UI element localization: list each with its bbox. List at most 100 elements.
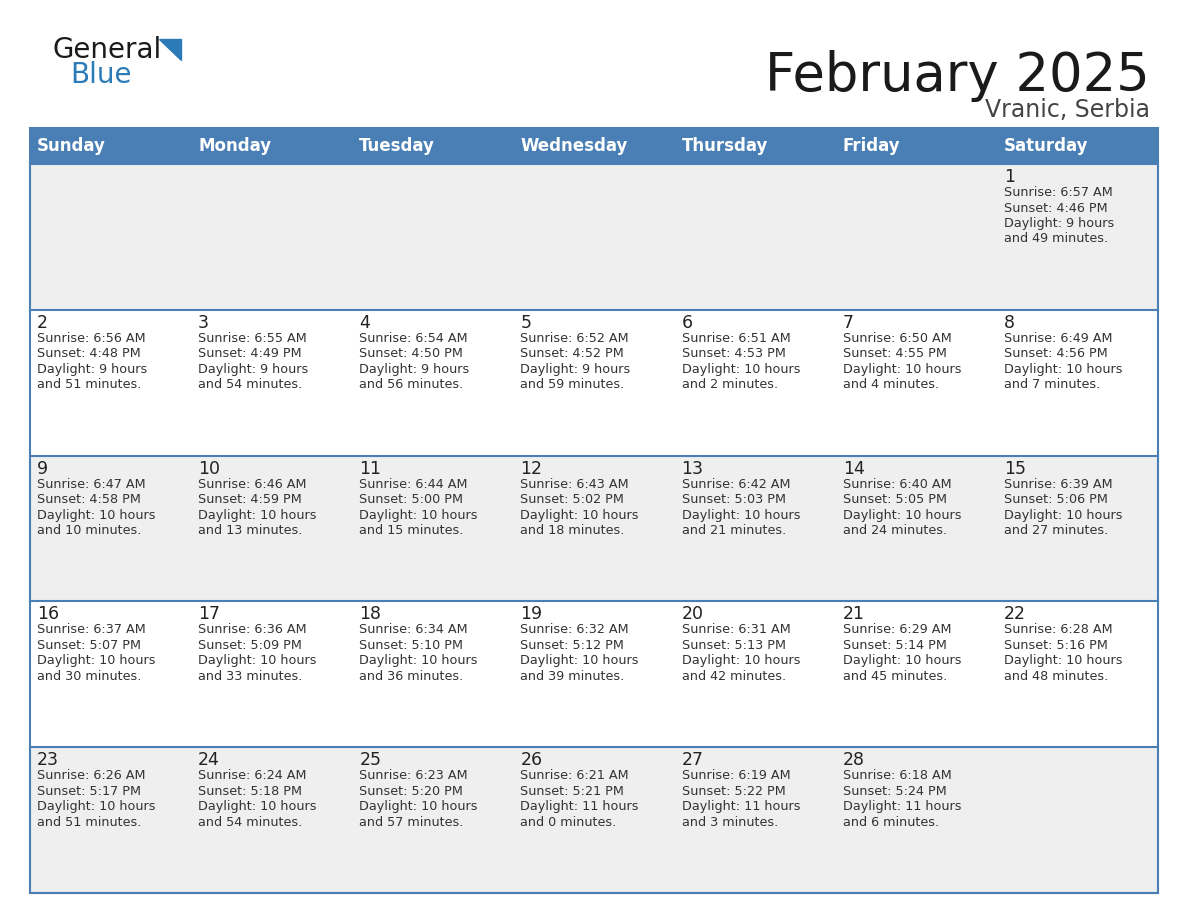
Text: and 49 minutes.: and 49 minutes. bbox=[1004, 232, 1108, 245]
Text: and 51 minutes.: and 51 minutes. bbox=[37, 816, 141, 829]
Text: Daylight: 10 hours: Daylight: 10 hours bbox=[359, 655, 478, 667]
Text: Daylight: 10 hours: Daylight: 10 hours bbox=[842, 509, 961, 521]
Text: Tuesday: Tuesday bbox=[359, 137, 435, 155]
Bar bbox=[30, 601, 1158, 747]
Text: Daylight: 10 hours: Daylight: 10 hours bbox=[682, 363, 800, 375]
Text: and 0 minutes.: and 0 minutes. bbox=[520, 816, 617, 829]
Text: Sunrise: 6:26 AM: Sunrise: 6:26 AM bbox=[37, 769, 145, 782]
Text: 18: 18 bbox=[359, 605, 381, 623]
Text: Sunrise: 6:49 AM: Sunrise: 6:49 AM bbox=[1004, 331, 1112, 345]
Text: and 45 minutes.: and 45 minutes. bbox=[842, 670, 947, 683]
Text: Daylight: 10 hours: Daylight: 10 hours bbox=[198, 655, 317, 667]
Text: Wednesday: Wednesday bbox=[520, 137, 627, 155]
Text: Daylight: 10 hours: Daylight: 10 hours bbox=[842, 363, 961, 375]
Text: Sunday: Sunday bbox=[37, 137, 106, 155]
Text: Daylight: 10 hours: Daylight: 10 hours bbox=[359, 509, 478, 521]
Text: and 24 minutes.: and 24 minutes. bbox=[842, 524, 947, 537]
Text: Daylight: 10 hours: Daylight: 10 hours bbox=[37, 800, 156, 813]
Text: Daylight: 11 hours: Daylight: 11 hours bbox=[842, 800, 961, 813]
Text: Sunset: 4:58 PM: Sunset: 4:58 PM bbox=[37, 493, 141, 506]
Bar bbox=[835, 128, 997, 164]
Text: and 57 minutes.: and 57 minutes. bbox=[359, 816, 463, 829]
Text: Sunrise: 6:29 AM: Sunrise: 6:29 AM bbox=[842, 623, 952, 636]
Text: Sunset: 5:02 PM: Sunset: 5:02 PM bbox=[520, 493, 625, 506]
Text: Sunset: 5:17 PM: Sunset: 5:17 PM bbox=[37, 785, 141, 798]
Text: 12: 12 bbox=[520, 460, 543, 477]
Text: Friday: Friday bbox=[842, 137, 901, 155]
Text: Sunrise: 6:18 AM: Sunrise: 6:18 AM bbox=[842, 769, 952, 782]
Text: Sunrise: 6:37 AM: Sunrise: 6:37 AM bbox=[37, 623, 146, 636]
Text: Sunrise: 6:24 AM: Sunrise: 6:24 AM bbox=[198, 769, 307, 782]
Text: Sunset: 5:14 PM: Sunset: 5:14 PM bbox=[842, 639, 947, 652]
Text: Sunset: 5:03 PM: Sunset: 5:03 PM bbox=[682, 493, 785, 506]
Text: Daylight: 10 hours: Daylight: 10 hours bbox=[520, 655, 639, 667]
Text: Sunset: 4:50 PM: Sunset: 4:50 PM bbox=[359, 347, 463, 360]
Text: Sunrise: 6:43 AM: Sunrise: 6:43 AM bbox=[520, 477, 630, 490]
Text: Sunset: 4:48 PM: Sunset: 4:48 PM bbox=[37, 347, 140, 360]
Text: Daylight: 11 hours: Daylight: 11 hours bbox=[520, 800, 639, 813]
Text: Sunrise: 6:52 AM: Sunrise: 6:52 AM bbox=[520, 331, 630, 345]
Text: 14: 14 bbox=[842, 460, 865, 477]
Text: Saturday: Saturday bbox=[1004, 137, 1088, 155]
Bar bbox=[513, 128, 675, 164]
Text: Daylight: 10 hours: Daylight: 10 hours bbox=[520, 509, 639, 521]
Text: Daylight: 10 hours: Daylight: 10 hours bbox=[37, 655, 156, 667]
Text: Sunrise: 6:19 AM: Sunrise: 6:19 AM bbox=[682, 769, 790, 782]
Text: and 6 minutes.: and 6 minutes. bbox=[842, 816, 939, 829]
Bar bbox=[30, 455, 1158, 601]
Bar bbox=[30, 309, 1158, 455]
Text: 13: 13 bbox=[682, 460, 703, 477]
Text: Daylight: 10 hours: Daylight: 10 hours bbox=[1004, 363, 1123, 375]
Text: Sunset: 5:10 PM: Sunset: 5:10 PM bbox=[359, 639, 463, 652]
Text: and 2 minutes.: and 2 minutes. bbox=[682, 378, 778, 391]
Text: and 42 minutes.: and 42 minutes. bbox=[682, 670, 785, 683]
Text: 15: 15 bbox=[1004, 460, 1026, 477]
Text: Monday: Monday bbox=[198, 137, 271, 155]
Text: Sunset: 4:52 PM: Sunset: 4:52 PM bbox=[520, 347, 624, 360]
Text: Daylight: 9 hours: Daylight: 9 hours bbox=[198, 363, 309, 375]
Text: and 39 minutes.: and 39 minutes. bbox=[520, 670, 625, 683]
Text: and 27 minutes.: and 27 minutes. bbox=[1004, 524, 1108, 537]
Text: Sunset: 5:13 PM: Sunset: 5:13 PM bbox=[682, 639, 785, 652]
Text: Sunrise: 6:50 AM: Sunrise: 6:50 AM bbox=[842, 331, 952, 345]
Text: Daylight: 10 hours: Daylight: 10 hours bbox=[198, 800, 317, 813]
Text: and 21 minutes.: and 21 minutes. bbox=[682, 524, 785, 537]
Bar bbox=[30, 747, 1158, 893]
Text: Sunrise: 6:42 AM: Sunrise: 6:42 AM bbox=[682, 477, 790, 490]
Text: and 54 minutes.: and 54 minutes. bbox=[198, 378, 303, 391]
Text: and 10 minutes.: and 10 minutes. bbox=[37, 524, 141, 537]
Text: Sunrise: 6:39 AM: Sunrise: 6:39 AM bbox=[1004, 477, 1112, 490]
Text: 23: 23 bbox=[37, 751, 59, 769]
Text: 5: 5 bbox=[520, 314, 531, 331]
Text: 28: 28 bbox=[842, 751, 865, 769]
Bar bbox=[30, 164, 1158, 309]
Text: Sunset: 5:06 PM: Sunset: 5:06 PM bbox=[1004, 493, 1107, 506]
Text: Thursday: Thursday bbox=[682, 137, 767, 155]
Text: 10: 10 bbox=[198, 460, 220, 477]
Text: 1: 1 bbox=[1004, 168, 1015, 186]
Text: Sunset: 4:59 PM: Sunset: 4:59 PM bbox=[198, 493, 302, 506]
Text: Sunset: 5:24 PM: Sunset: 5:24 PM bbox=[842, 785, 947, 798]
Text: and 4 minutes.: and 4 minutes. bbox=[842, 378, 939, 391]
Text: Daylight: 10 hours: Daylight: 10 hours bbox=[682, 655, 800, 667]
Bar bbox=[353, 128, 513, 164]
Text: and 13 minutes.: and 13 minutes. bbox=[198, 524, 303, 537]
Text: and 56 minutes.: and 56 minutes. bbox=[359, 378, 463, 391]
Text: Sunset: 5:18 PM: Sunset: 5:18 PM bbox=[198, 785, 302, 798]
Text: 11: 11 bbox=[359, 460, 381, 477]
Text: Daylight: 11 hours: Daylight: 11 hours bbox=[682, 800, 800, 813]
Text: Sunrise: 6:23 AM: Sunrise: 6:23 AM bbox=[359, 769, 468, 782]
Text: Sunrise: 6:57 AM: Sunrise: 6:57 AM bbox=[1004, 186, 1113, 199]
Polygon shape bbox=[159, 39, 181, 60]
Text: Vranic, Serbia: Vranic, Serbia bbox=[985, 98, 1150, 122]
Text: 6: 6 bbox=[682, 314, 693, 331]
Text: Daylight: 10 hours: Daylight: 10 hours bbox=[842, 655, 961, 667]
Text: February 2025: February 2025 bbox=[765, 50, 1150, 102]
Bar bbox=[997, 128, 1158, 164]
Text: 16: 16 bbox=[37, 605, 59, 623]
Text: Daylight: 10 hours: Daylight: 10 hours bbox=[1004, 655, 1123, 667]
Text: Sunrise: 6:55 AM: Sunrise: 6:55 AM bbox=[198, 331, 307, 345]
Text: Sunset: 5:22 PM: Sunset: 5:22 PM bbox=[682, 785, 785, 798]
Text: and 36 minutes.: and 36 minutes. bbox=[359, 670, 463, 683]
Text: and 33 minutes.: and 33 minutes. bbox=[198, 670, 303, 683]
